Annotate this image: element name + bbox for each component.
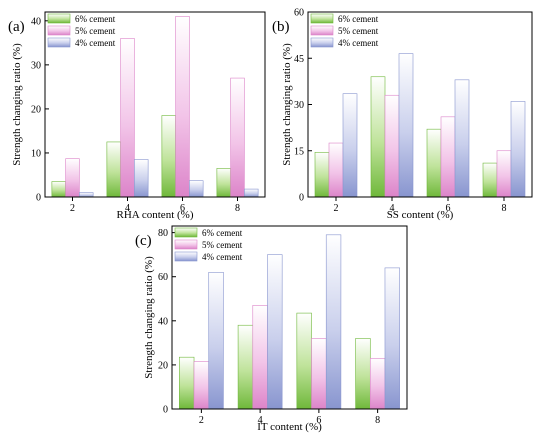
bar-panel3-x2-series2	[193, 361, 210, 410]
bar-panel1-x4-series3	[134, 159, 149, 198]
legend-label: 6% cement	[338, 14, 379, 24]
bar-panel2-x8-series1	[482, 162, 498, 198]
x-tick-label: 2	[70, 203, 75, 214]
y-tick-label: 40	[31, 16, 41, 27]
x-axis-label: IT content (%)	[257, 421, 322, 433]
bar-panel3-x2-series3	[208, 271, 224, 410]
y-tick-label: 0	[163, 405, 168, 416]
legend-swatch	[310, 13, 334, 24]
chart-panel-1: 2 4 6 8 0 10 20 30 40 RHA content (%) Strength cha…	[8, 11, 266, 221]
legend-label: 4% cement	[202, 252, 243, 262]
x-tick-label: 4	[125, 203, 130, 214]
y-tick-label: 30	[294, 100, 304, 111]
bar-panel3-x4-series1	[237, 324, 254, 410]
y-tick-label: 45	[294, 54, 304, 65]
y-tick-label: 20	[31, 104, 41, 115]
y-axis-label: Strength changing ratio (%)	[11, 43, 23, 166]
bar-panel2-x6-series2	[440, 116, 456, 198]
bar-panel2-x2-series3	[342, 93, 358, 198]
legend-label: 6% cement	[202, 228, 243, 238]
x-axis-label: SS content (%)	[387, 209, 454, 221]
y-tick-label: 20	[158, 360, 168, 371]
legend-label: 6% cement	[75, 14, 116, 24]
bar-panel2-x6-series3	[454, 79, 470, 198]
x-tick-label: 6	[316, 415, 321, 426]
y-tick-label: 10	[31, 148, 41, 159]
y-axis-label: Strength changing ratio (%)	[143, 256, 155, 379]
bar-panel1-x4-series2	[120, 38, 135, 198]
bar-panel3-x2-series1	[179, 356, 195, 410]
y-tick-label: 40	[158, 316, 168, 327]
bar-panel3-x4-series2	[252, 305, 268, 410]
bar-panel3-x6-series1	[296, 312, 312, 410]
legend-swatch	[310, 25, 334, 36]
legend-swatch	[174, 227, 198, 238]
x-tick-label: 2	[334, 203, 339, 214]
legend-swatch	[47, 13, 71, 24]
panel-label: (b)	[272, 19, 290, 35]
legend-swatch	[47, 37, 71, 48]
bar-panel1-x8-series3	[244, 188, 259, 198]
y-tick-label: 0	[299, 193, 304, 204]
bar-panel1-x2-series2	[65, 158, 80, 198]
bar-panel1-x8-series1	[216, 168, 231, 198]
x-tick-label: 4	[258, 415, 263, 426]
bar-panel2-x8-series3	[510, 101, 526, 198]
y-tick-label: 60	[158, 272, 168, 283]
y-tick-label: 30	[31, 60, 41, 71]
legend-swatch	[174, 251, 198, 262]
x-tick-label: 4	[390, 203, 395, 214]
bar-panel3-x8-series1	[355, 338, 371, 410]
bar-panel2-x2-series2	[328, 142, 344, 198]
bar-panel2-x2-series1	[314, 151, 330, 198]
x-tick-label: 8	[375, 415, 380, 426]
bar-panel2-x4-series3	[398, 53, 414, 198]
bar-panel3-x8-series3	[384, 267, 400, 410]
bar-panel1-x8-series2	[230, 77, 245, 198]
y-tick-label: 0	[36, 193, 41, 204]
bar-panel3-x8-series2	[369, 357, 386, 410]
legend-label: 4% cement	[75, 38, 116, 48]
panel-label: (c)	[135, 233, 152, 249]
x-tick-label: 6	[180, 203, 185, 214]
x-tick-label: 6	[446, 203, 451, 214]
bar-panel3-x6-series2	[311, 338, 327, 410]
legend-label: 4% cement	[338, 38, 379, 48]
y-tick-label: 15	[294, 146, 304, 157]
x-tick-label: 2	[199, 415, 204, 426]
bar-panel2-x6-series1	[426, 128, 442, 198]
legend-label: 5% cement	[338, 26, 379, 36]
x-axis-label: RHA content (%)	[117, 209, 194, 221]
bar-panel2-x4-series1	[370, 76, 386, 198]
bar-panel1-x6-series2	[175, 16, 190, 198]
bar-panel2-x8-series2	[496, 150, 512, 198]
plot-frame	[171, 225, 408, 410]
bar-panel3-x6-series3	[325, 234, 342, 410]
legend-swatch	[310, 37, 334, 48]
bar-panel3-x4-series3	[267, 254, 283, 410]
y-tick-label: 60	[294, 8, 304, 19]
plot-frame	[44, 11, 266, 198]
legend-swatch	[47, 25, 71, 36]
chart-panel-2: 2 4 6 8 0 15 30 45 60 SS content (%) Strength chan…	[272, 8, 533, 221]
bar-panel1-x4-series1	[106, 141, 121, 198]
bar-panel1-x6-series3	[189, 180, 204, 198]
bar-panel2-x4-series2	[384, 94, 400, 198]
y-axis-label: Strength changing ratio (%)	[281, 43, 293, 166]
y-tick-label: 80	[158, 228, 168, 239]
bar-panel1-x2-series3	[79, 192, 94, 198]
bar-panel1-x6-series1	[161, 115, 176, 198]
x-tick-label: 8	[235, 203, 240, 214]
bar-panel1-x2-series1	[51, 181, 66, 198]
x-tick-label: 8	[502, 203, 507, 214]
legend-swatch	[174, 239, 198, 250]
panel-label: (a)	[8, 19, 25, 35]
legend-label: 5% cement	[75, 26, 116, 36]
legend-label: 5% cement	[202, 240, 243, 250]
